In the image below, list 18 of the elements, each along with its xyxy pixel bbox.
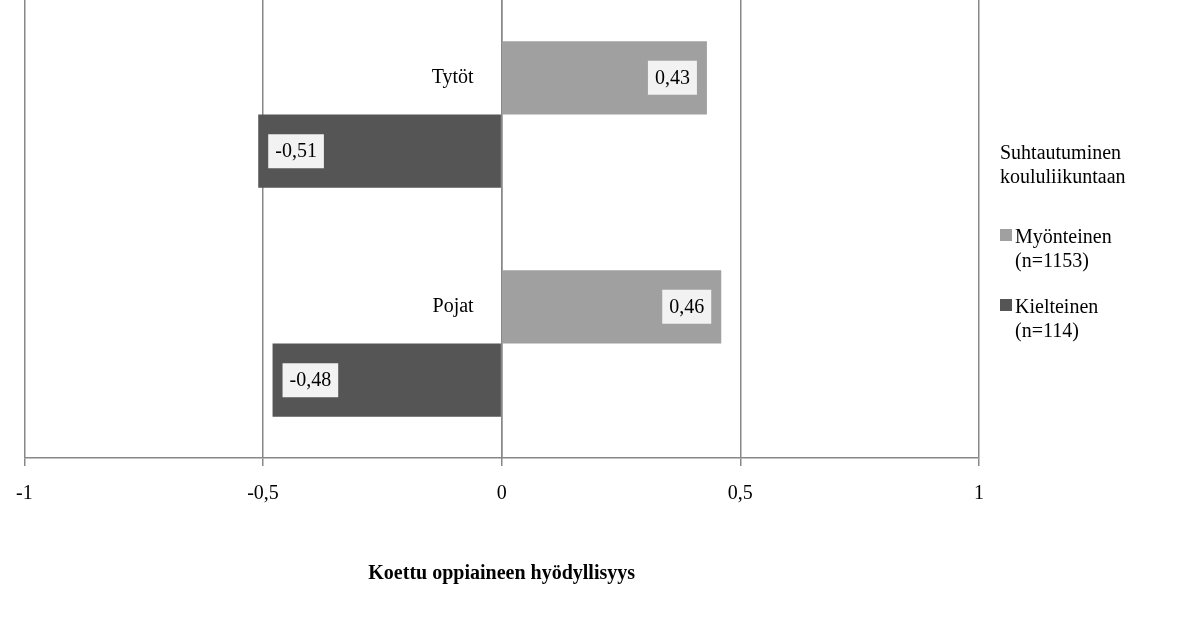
legend-label: Kielteinen (n=114) bbox=[1015, 294, 1100, 342]
bar bbox=[502, 270, 722, 344]
bar bbox=[258, 114, 501, 188]
legend-label: Myönteinen (n=1153) bbox=[1015, 224, 1113, 272]
x-tick-label: 0 bbox=[496, 481, 507, 504]
data-label: -0,51 bbox=[275, 139, 317, 162]
data-label: 0,43 bbox=[654, 66, 690, 89]
y-tick-label: Pojat bbox=[432, 294, 475, 318]
x-tick-label: 1 bbox=[974, 481, 984, 504]
x-tick-label: 0,5 bbox=[727, 481, 753, 504]
x-tick-label: -1 bbox=[15, 481, 33, 504]
data-label: -0,48 bbox=[289, 368, 332, 391]
x-tick-label: -0,5 bbox=[247, 481, 279, 504]
legend-title: Suhtautuminen koululiikuntaan bbox=[1000, 140, 1127, 188]
y-tick-label: Tytöt bbox=[431, 65, 475, 89]
bar bbox=[272, 343, 501, 417]
x-axis-title: Koettu oppiaineen hyödyllisyys bbox=[368, 561, 636, 585]
data-label: 0,46 bbox=[669, 295, 705, 318]
